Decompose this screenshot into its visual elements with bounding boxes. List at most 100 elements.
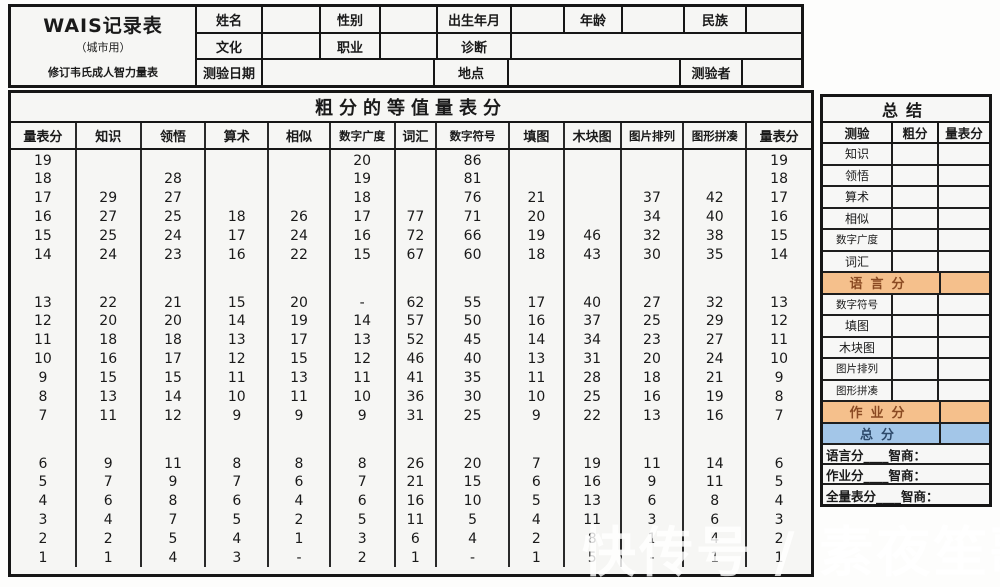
form-row-1: 姓名 性别 出生年月 年龄 民族 <box>197 7 801 34</box>
score-cell: 19 <box>267 311 330 330</box>
summary-panel: 总结 测验 粗分 量表分 知识 领悟 算术 相似 数字广度 词汇 语言分 数字符号 填图 木块图图… <box>820 94 992 507</box>
score-cell: 6 <box>507 472 564 491</box>
score-cell <box>393 169 437 188</box>
score-cell: 72 <box>393 226 437 245</box>
score-cell: 7 <box>38 407 48 424</box>
score-cell: 10 <box>33 350 52 367</box>
score-cell: 1 <box>393 548 437 567</box>
score-cell: 8 <box>562 529 621 548</box>
score-cell <box>267 169 330 188</box>
gap-cell <box>393 425 437 453</box>
score-cell <box>139 149 206 169</box>
score-cell: 22 <box>267 245 330 264</box>
score-cell: 36 <box>393 387 437 406</box>
score-cell <box>562 188 621 207</box>
score-cell: 7 <box>745 406 811 425</box>
summary-test-row: 知识 <box>823 144 989 166</box>
summary-scaled-cell <box>939 252 989 272</box>
score-row: 8 13 14 10 11 10 36 30 10 25 16 19 8 <box>11 387 811 406</box>
gap-cell <box>435 264 509 292</box>
age-value-cell <box>623 7 685 32</box>
gender-value-cell <box>381 7 438 32</box>
score-cell <box>204 169 269 188</box>
summary-test-row: 数字广度 <box>823 230 989 252</box>
iq-line-0: 语言分____智商： <box>823 445 989 465</box>
summary-col-test: 测验 <box>823 123 893 142</box>
score-cell: 32 <box>619 226 684 245</box>
summary-raw-cell <box>893 251 939 271</box>
score-cell: 20 <box>267 292 330 311</box>
score-cell: 19 <box>745 149 811 169</box>
score-cell: 5 <box>507 491 564 510</box>
score-cell: 46 <box>393 349 437 368</box>
gap-cell <box>682 264 747 292</box>
summary-test-row: 填图 <box>823 316 989 338</box>
score-cell: 2 <box>745 529 811 548</box>
tester-label: 测验者 <box>681 60 743 86</box>
score-cell: 21 <box>393 472 437 491</box>
score-cell: 16 <box>33 208 52 225</box>
form-fields: 姓名 性别 出生年月 年龄 民族 文化 职业 诊断 测验日期 地点 测验者 <box>197 7 801 86</box>
score-cell: 67 <box>393 245 437 264</box>
score-cell: 6 <box>619 491 684 510</box>
ethnicity-label: 民族 <box>685 7 747 32</box>
score-cell: 6 <box>38 456 48 472</box>
column-header-10: 图片排列 <box>619 123 684 150</box>
score-cell: 4 <box>74 510 141 529</box>
iq-line-1: 作业分____智商： <box>823 465 989 485</box>
score-cell <box>507 149 564 169</box>
score-cell: 1 <box>74 548 141 567</box>
form-row-2: 文化 职业 诊断 <box>197 33 801 61</box>
column-header-0: 量表分 <box>11 123 76 150</box>
score-cell: 1 <box>38 549 48 566</box>
gap-cell <box>393 264 437 292</box>
score-cell: 11 <box>74 406 141 425</box>
score-cell: 71 <box>435 207 509 226</box>
score-cell: 11 <box>507 368 564 387</box>
score-cell: 18 <box>328 188 395 207</box>
score-cell: 13 <box>745 292 811 311</box>
score-cell: 50 <box>435 311 509 330</box>
score-cell: 18 <box>745 169 811 188</box>
score-cell: 29 <box>74 188 141 207</box>
score-cell: 13 <box>507 349 564 368</box>
score-cell <box>619 149 684 169</box>
score-cell: 52 <box>393 330 437 349</box>
score-row: 16 27 25 18 26 17 77 71 20 34 40 16 <box>11 207 811 226</box>
score-cell: 14 <box>507 330 564 349</box>
score-cell: 16 <box>682 406 747 425</box>
summary-raw-cell <box>893 316 939 336</box>
score-cell: 17 <box>139 349 206 368</box>
score-cell: 42 <box>682 188 747 207</box>
column-header-9: 木块图 <box>562 123 621 150</box>
column-header-11: 图形拼凑 <box>682 123 747 150</box>
score-cell: 11 <box>745 330 811 349</box>
score-cell: 18 <box>507 245 564 264</box>
summary-test-label: 领悟 <box>823 165 893 185</box>
column-header-5: 数字广度 <box>328 123 395 150</box>
score-cell: 40 <box>682 207 747 226</box>
summary-raw-cell <box>893 165 939 185</box>
test-date-value-cell <box>263 60 435 86</box>
score-row: 7 11 12 9 9 9 31 25 9 22 13 16 7 <box>11 406 811 425</box>
score-cell <box>562 149 621 169</box>
score-cell: 5 <box>745 472 811 491</box>
score-cell: 22 <box>562 406 621 425</box>
score-cell: 4 <box>507 510 564 529</box>
column-header-1: 知识 <box>74 123 141 150</box>
gap-cell <box>74 264 141 292</box>
summary-test-label: 算术 <box>823 187 893 207</box>
score-cell: 10 <box>507 387 564 406</box>
score-cell: 13 <box>204 330 269 349</box>
score-cell: 62 <box>393 292 437 311</box>
score-cell: 17 <box>267 330 330 349</box>
score-cell: 1 <box>619 529 684 548</box>
gap-cell <box>11 264 76 292</box>
score-cell: 9 <box>139 472 206 491</box>
summary-raw-cell <box>893 380 939 400</box>
education-value-cell <box>263 33 321 59</box>
summary-section-label: 语言分 <box>823 273 941 293</box>
summary-raw-cell <box>893 294 939 314</box>
score-cell: 9 <box>74 453 141 472</box>
